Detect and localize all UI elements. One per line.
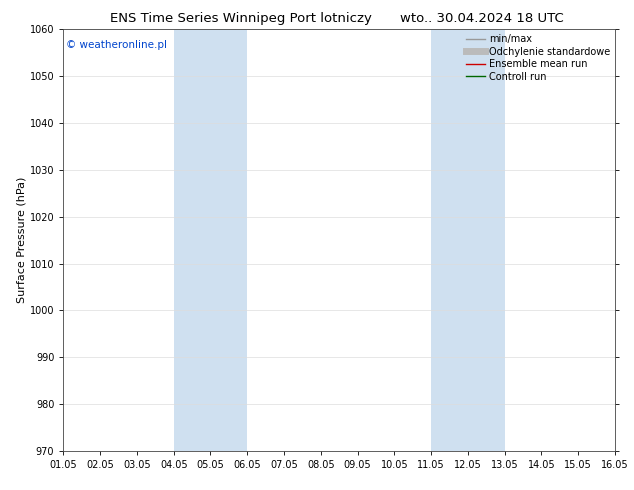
Text: © weatheronline.pl: © weatheronline.pl [66, 40, 167, 50]
Legend: min/max, Odchylenie standardowe, Ensemble mean run, Controll run: min/max, Odchylenie standardowe, Ensembl… [463, 32, 612, 83]
Y-axis label: Surface Pressure (hPa): Surface Pressure (hPa) [17, 177, 27, 303]
Text: ENS Time Series Winnipeg Port lotniczy: ENS Time Series Winnipeg Port lotniczy [110, 12, 372, 25]
Bar [431, 29, 505, 451]
Bar [174, 29, 247, 451]
Text: wto.. 30.04.2024 18 UTC: wto.. 30.04.2024 18 UTC [400, 12, 564, 25]
